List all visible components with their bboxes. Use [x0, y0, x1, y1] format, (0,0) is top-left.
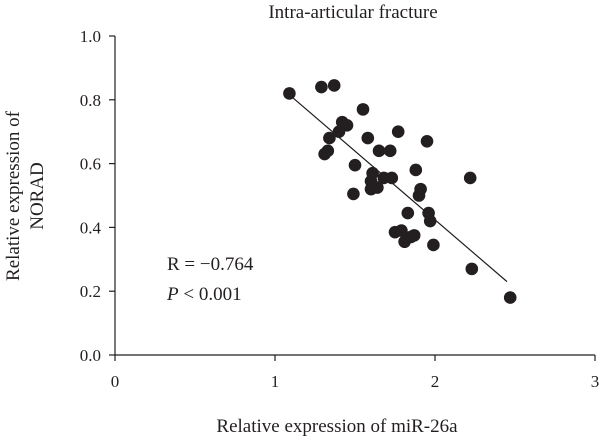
y-axis-title-group: Relative expression of NORAD: [3, 110, 48, 281]
y-tick-label: 0.6: [80, 155, 101, 174]
chart-title: Intra-articular fracture: [268, 2, 437, 23]
data-point: [407, 229, 421, 242]
data-point: [283, 87, 296, 100]
x-ticks: 0 1 2 3: [111, 355, 600, 391]
data-point: [315, 80, 328, 94]
trend-line: [287, 92, 508, 283]
data-point: [348, 158, 362, 172]
data-point: [361, 131, 375, 145]
data-point: [385, 171, 399, 185]
data-point: [503, 291, 517, 304]
data-point: [412, 189, 426, 202]
x-tick-label: 0: [111, 372, 120, 391]
data-point: [427, 238, 440, 252]
data-point: [423, 214, 437, 228]
data-point: [409, 163, 423, 177]
data-point: [366, 166, 379, 180]
data-point: [463, 171, 477, 185]
data-point: [372, 144, 386, 158]
x-tick-label: 3: [591, 372, 600, 391]
y-tick-label: 0.8: [80, 91, 101, 110]
x-axis-title: Relative expression of miR-26a: [216, 416, 458, 437]
y-axis-title-line-1: Relative expression of: [3, 110, 24, 281]
correlation-label: R = −0.764: [167, 254, 254, 275]
x-tick-label: 1: [271, 372, 280, 391]
y-ticks: 0.0 0.2 0.4 0.6 0.8 1.0: [80, 27, 115, 365]
y-axis-title-line-2: NORAD: [27, 162, 48, 230]
p-value-label: P < 0.001: [166, 284, 242, 305]
data-point: [465, 262, 479, 276]
data-point: [347, 187, 360, 201]
data-point: [323, 131, 336, 145]
data-point: [391, 125, 405, 138]
p-symbol: P: [166, 284, 179, 305]
x-tick-label: 2: [431, 372, 440, 391]
p-value-text: < 0.001: [179, 284, 242, 305]
y-tick-label: 0.0: [80, 346, 101, 365]
y-tick-label: 0.4: [80, 218, 102, 237]
data-point: [420, 134, 434, 148]
data-point: [327, 79, 341, 92]
y-tick-label: 0.2: [80, 282, 101, 301]
data-point: [321, 144, 335, 158]
axes: [114, 36, 595, 356]
data-point: [383, 144, 397, 158]
y-tick-label: 1.0: [80, 27, 101, 46]
data-point: [371, 181, 384, 194]
data-point: [340, 119, 354, 132]
data-points: [283, 79, 517, 304]
data-point: [356, 103, 370, 116]
data-point: [395, 224, 408, 237]
data-point: [401, 206, 415, 220]
